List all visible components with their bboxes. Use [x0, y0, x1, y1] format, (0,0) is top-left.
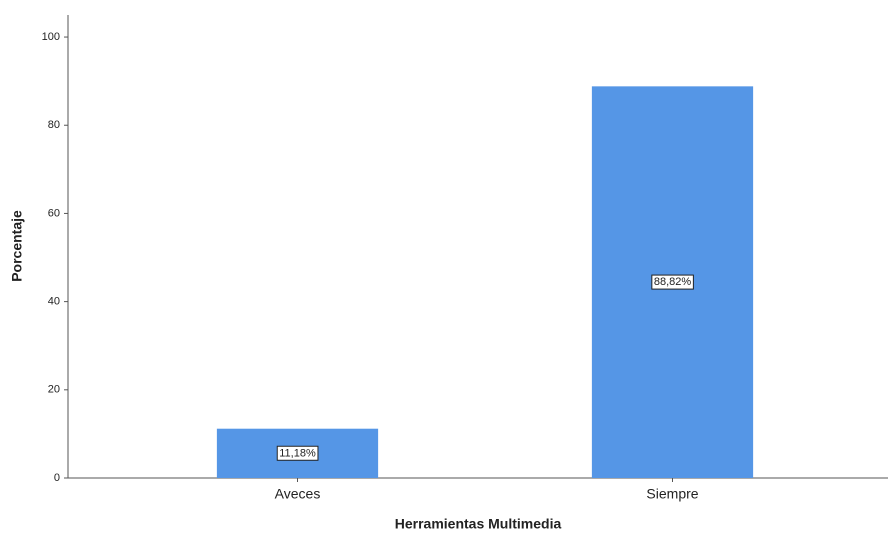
- value-label-box: [276, 445, 319, 461]
- y-tick-label: 40: [48, 296, 60, 308]
- x-tick-label: Aveces: [275, 486, 321, 502]
- y-tick-label: 60: [48, 207, 60, 219]
- value-label: 11,18%: [279, 447, 316, 459]
- y-tick-label: 100: [42, 31, 60, 43]
- y-tick-label: 80: [48, 119, 60, 131]
- x-tick-label: Siempre: [646, 486, 698, 502]
- y-axis-label: Porcentaje: [9, 210, 25, 282]
- y-tick-label: 0: [54, 472, 60, 484]
- y-tick-label: 20: [48, 384, 60, 396]
- value-label-box: [651, 274, 694, 290]
- x-axis-label: Herramientas Multimedia: [395, 516, 562, 532]
- value-label: 88,82%: [654, 276, 692, 288]
